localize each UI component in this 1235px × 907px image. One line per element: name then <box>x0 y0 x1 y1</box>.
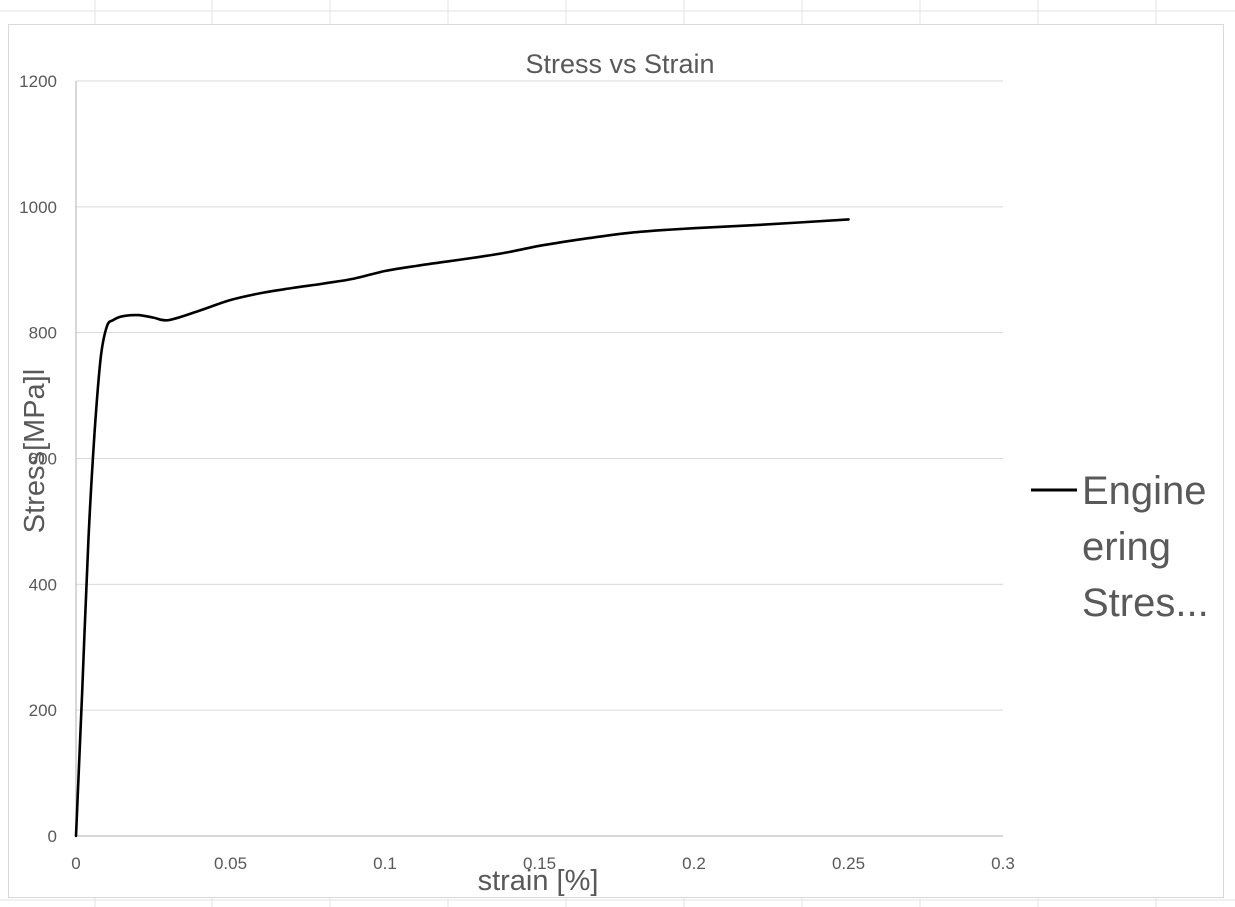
x-tick-label: 0 <box>71 854 80 873</box>
gridlines <box>76 80 1003 711</box>
y-tick-label: 200 <box>29 701 57 720</box>
chart-area[interactable]: 0 200 400 600 800 1000 1200 0 0.05 0.1 0.15 0.2 0.2… <box>8 24 1224 898</box>
chart-title: Stress vs Strain <box>525 49 714 79</box>
y-tick-label: 600 <box>29 450 57 469</box>
series-line-engineering-stress[interactable] <box>74 218 850 838</box>
x-tick-label: 0.3 <box>991 854 1015 873</box>
y-tick-label: 1200 <box>19 72 57 91</box>
series-layer <box>74 218 850 838</box>
x-tick-label: 0.15 <box>523 854 556 873</box>
y-tick-label: 400 <box>29 575 57 594</box>
legend[interactable]: Engine ering Stres... <box>1031 469 1209 625</box>
x-tick-label: 0.1 <box>373 854 397 873</box>
x-axis-title: strain [%] <box>478 865 599 897</box>
legend-label-line-1: Engine <box>1082 469 1207 513</box>
y-axis-ticks: 0 200 400 600 800 1000 1200 <box>19 72 57 846</box>
chart-svg: 0 200 400 600 800 1000 1200 0 0.05 0.1 0.15 0.2 0.2… <box>19 49 1209 897</box>
legend-label-line-2: ering <box>1082 525 1171 569</box>
y-tick-label: 1000 <box>19 198 57 217</box>
y-tick-label: 800 <box>29 324 57 343</box>
x-tick-label: 0.25 <box>832 854 865 873</box>
x-axis-ticks: 0 0.05 0.1 0.15 0.2 0.25 0.3 <box>71 854 1015 873</box>
y-tick-label: 0 <box>48 827 57 846</box>
x-tick-label: 0.2 <box>682 854 706 873</box>
x-tick-label: 0.05 <box>214 854 247 873</box>
y-axis-title: Stress[MPa]l <box>19 369 51 533</box>
legend-label-line-3: Stres... <box>1082 581 1209 625</box>
